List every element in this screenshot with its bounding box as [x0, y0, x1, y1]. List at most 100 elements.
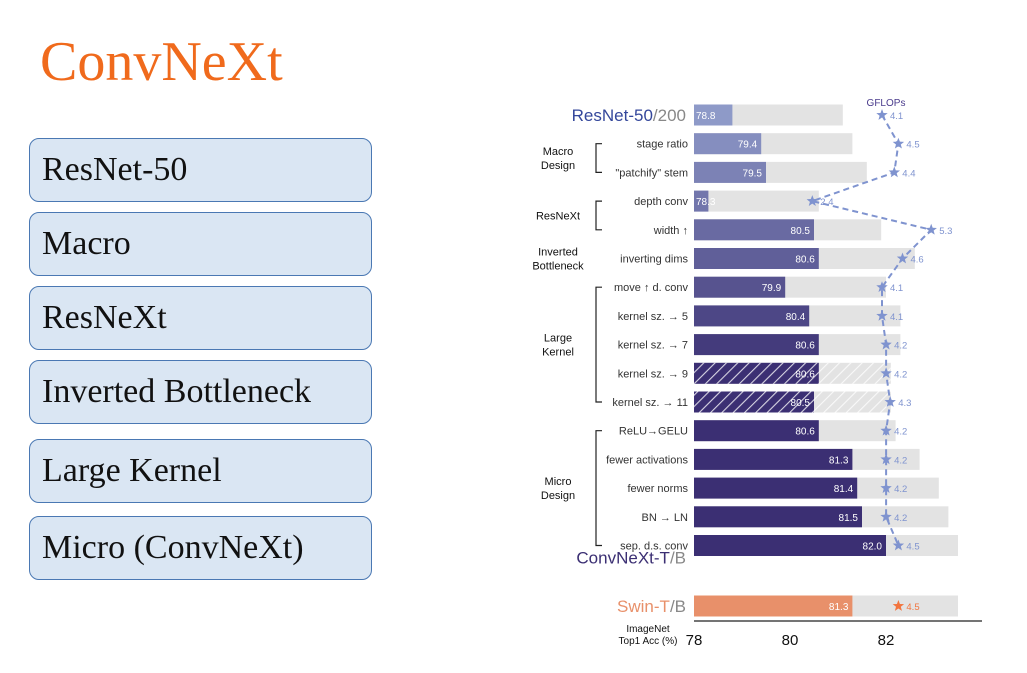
gflops-value-label: 4.1 [890, 312, 903, 323]
gflops-value-label: 4.2 [894, 369, 907, 380]
group-label: ResNeXt [536, 210, 580, 222]
gflops-line [808, 114, 934, 546]
tiny-bar [694, 535, 886, 556]
gflops-value-label: 4.2 [894, 427, 907, 438]
swin-suffix: /B [670, 597, 686, 616]
tiny-bar [694, 219, 814, 241]
x-tick-label: 80 [782, 632, 799, 649]
swin-name: Swin-T [617, 597, 670, 616]
group-bracket [595, 200, 602, 231]
row-label: fewer norms [627, 483, 688, 495]
gflops-title: GFLOPs [867, 98, 906, 109]
gflops-star [806, 195, 819, 206]
x-tick-label: 82 [878, 632, 895, 649]
tiny-bar-hatch [694, 362, 819, 384]
gflops-star [892, 539, 905, 551]
group-label: Design [541, 160, 575, 172]
gflops-value-label: 4.6 [911, 255, 924, 266]
gflops-star [876, 281, 888, 293]
tiny-value-label: 80.5 [791, 226, 811, 237]
group-bracket [595, 143, 602, 173]
stage-label: Inverted Bottleneck [42, 373, 312, 410]
tiny-bar [694, 448, 853, 470]
row-label: move ↑ d. conv [614, 282, 688, 294]
gflops-value-label: 4.1 [890, 111, 903, 122]
group-label: Micro [545, 476, 572, 488]
tiny-value-label: 79.5 [743, 168, 763, 179]
gflops-star [880, 424, 892, 436]
tiny-value-label: 81.3 [829, 455, 849, 466]
stage-box-large-kernel: Large Kernel [29, 439, 372, 503]
gflops-star [880, 338, 892, 350]
group-bracket [595, 430, 602, 547]
x-tick-label: 78 [686, 632, 703, 649]
gflops-value-label: 4.3 [898, 398, 911, 409]
row-label: kernel sz. → 7 [618, 340, 688, 352]
group-label: Kernel [542, 347, 574, 359]
gflops-value-label: 4.4 [902, 168, 915, 179]
gflops-star [892, 137, 905, 149]
tiny-bar [694, 334, 819, 356]
tiny-value-label: 82.0 [863, 542, 883, 553]
swin-label: Swin-T/B [617, 597, 686, 616]
gflops-star [884, 396, 896, 407]
tiny-bar [694, 420, 819, 442]
tiny-bar [694, 248, 819, 269]
convnext-label: ConvNeXt-T/B [576, 549, 686, 568]
tiny-value-label: 78.3 [696, 197, 716, 208]
stage-list: ResNet-50 Macro ResNeXt Inverted Bottlen… [29, 138, 374, 588]
resnet50-label: ResNet-50/200 [572, 106, 686, 125]
row-label: kernel sz. → 11 [612, 397, 688, 409]
group-label: Bottleneck [532, 261, 584, 273]
swin-value-label: 81.3 [829, 602, 849, 613]
tiny-value-label: 80.6 [795, 255, 815, 266]
gflops-star [896, 252, 909, 264]
gflops-value-label: 4.1 [890, 283, 903, 294]
gflops-star [880, 367, 892, 379]
row-label: kernel sz. → 5 [618, 311, 688, 323]
convnext-ablation-chart: 78.8 79.4 stage ratio 79.5 "patchify" stem 78… [532, 98, 982, 649]
group-bracket [595, 286, 602, 403]
row-label: "patchify" stem [615, 167, 688, 179]
swin-gflops-value-label: 4.5 [906, 602, 919, 613]
gflops-star [925, 223, 937, 235]
tiny-bar [694, 190, 709, 212]
convnext-suffix: /B [670, 549, 686, 568]
stage-label: ResNeXt [42, 299, 167, 336]
convnext-name: ConvNeXt-T [576, 549, 670, 568]
tiny-value-label: 80.6 [795, 341, 815, 352]
stage-label: Macro [42, 225, 131, 262]
gflops-star [876, 109, 888, 120]
tiny-bar [694, 133, 762, 155]
swin-tiny-bar [694, 595, 853, 617]
stage-label: Micro (ConvNeXt) [42, 529, 304, 566]
row-label: depth conv [634, 196, 688, 208]
slide-title: ConvNeXt [40, 31, 283, 93]
tiny-value-label: 80.6 [795, 369, 815, 380]
row-label: sep. d.s. conv [620, 541, 688, 553]
gflops-value-label: 4.5 [906, 140, 919, 151]
gflops-star [880, 453, 892, 465]
tiny-bar [694, 477, 858, 499]
row-label: stage ratio [637, 139, 688, 151]
tiny-value-label: 80.5 [791, 398, 811, 409]
gflops-star [876, 309, 888, 321]
gflops-value-label: 4.2 [894, 484, 907, 495]
stage-box-resnext: ResNeXt [29, 286, 372, 350]
tiny-bar-hatch [694, 391, 814, 413]
tiny-bar [694, 506, 862, 528]
x-axis-title-line1: ImageNet [626, 624, 670, 635]
tiny-value-label: 80.6 [795, 427, 815, 438]
gflops-value-label: 4.2 [894, 341, 907, 352]
stage-label: ResNet-50 [42, 151, 188, 188]
row-label: BN → LN [642, 512, 689, 524]
group-label: Large [544, 333, 572, 345]
group-label: Macro [543, 146, 574, 158]
stage-label: Large Kernel [42, 452, 222, 489]
gflops-star [880, 482, 892, 493]
row-label: fewer activations [606, 454, 688, 466]
gflops-value-label: 4.2 [894, 513, 907, 524]
x-axis-title-line2: Top1 Acc (%) [619, 636, 678, 647]
row-label: kernel sz. → 9 [618, 368, 688, 380]
tiny-bar [694, 305, 810, 327]
